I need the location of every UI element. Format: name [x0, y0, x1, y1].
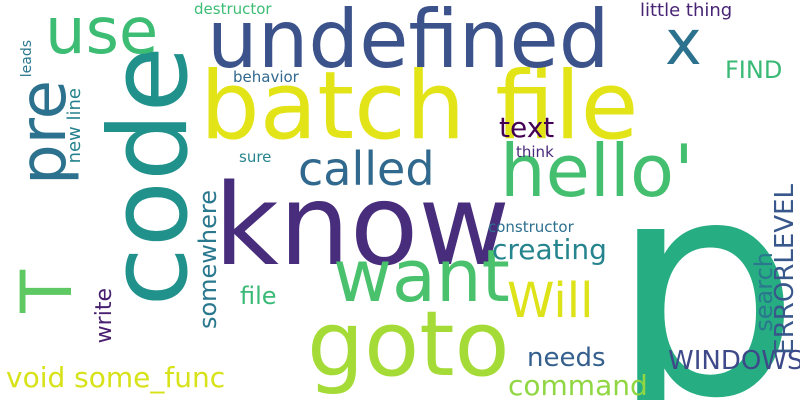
word-destructor: destructor: [194, 0, 272, 18]
word-leads: leads: [19, 40, 35, 78]
word-little-thing: little thing: [640, 0, 733, 21]
word-want: want: [333, 234, 510, 318]
word-text: text: [499, 111, 555, 144]
word-WINDOWS: WINDOWS: [668, 346, 800, 376]
word-p: p: [610, 115, 800, 400]
word-sure: sure: [239, 148, 272, 166]
word-new-line: new line: [64, 88, 85, 164]
word-undefined: undefined: [207, 0, 610, 86]
word-know: know: [214, 161, 510, 291]
word-search: search: [750, 252, 778, 332]
word-constructor: constructor: [488, 218, 574, 236]
word-behavior: behavior: [233, 68, 299, 86]
word-needs: needs: [527, 343, 606, 373]
word-code: code: [87, 46, 212, 307]
word-FIND: FIND: [725, 56, 783, 84]
word-goto: goto: [307, 292, 510, 397]
word-use: use: [45, 0, 159, 69]
word-void-some-func: void some_func: [6, 361, 226, 394]
word-creating: creating: [492, 233, 607, 266]
word-file: file: [240, 282, 277, 310]
word-Will: Will: [507, 273, 594, 329]
word-write: write: [92, 288, 117, 344]
word-hello: hello': [500, 129, 694, 213]
word-batch-file: batch file: [200, 52, 639, 161]
word-think: think: [516, 143, 554, 161]
word-T: T: [6, 270, 88, 313]
word-command: command: [508, 369, 648, 400]
word-somewhere: somewhere: [194, 190, 222, 330]
word-x: x: [665, 6, 702, 79]
word-called: called: [298, 142, 435, 196]
